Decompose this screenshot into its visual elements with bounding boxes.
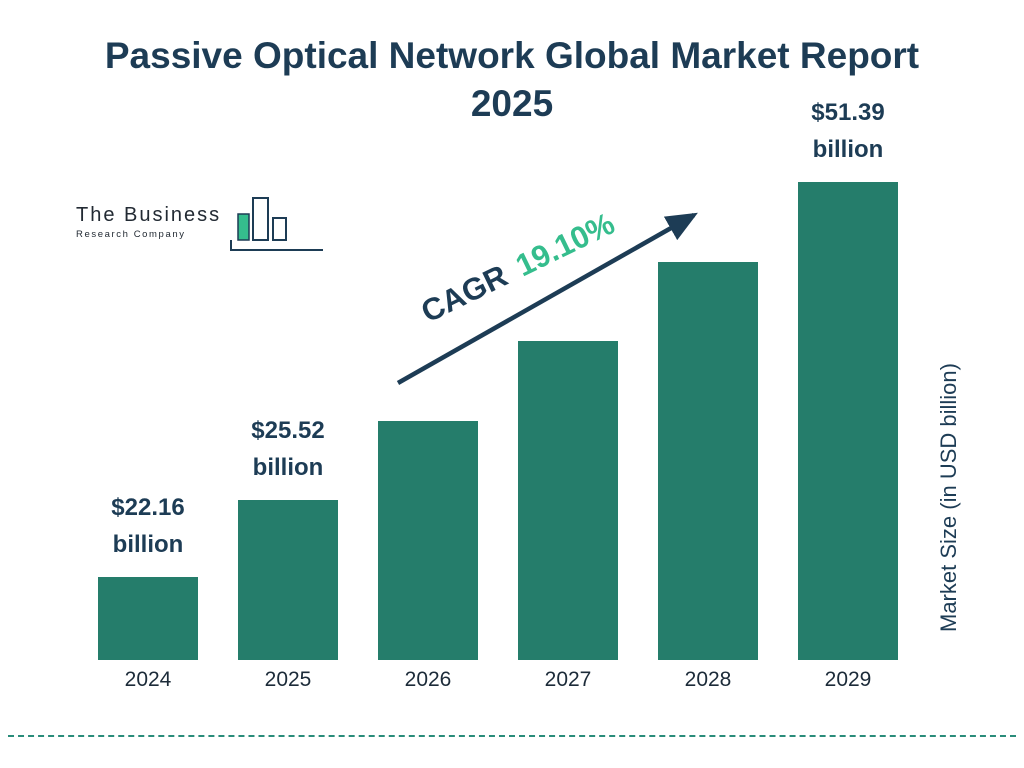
x-tick-2028: 2028	[684, 668, 732, 691]
logo: The Business Research Company	[76, 196, 325, 258]
page-title: Passive Optical Network Global Market Re…	[104, 35, 920, 124]
bar-2027	[518, 341, 618, 660]
logo-line1: The Business	[76, 204, 222, 226]
bar-2028	[658, 262, 758, 660]
bar-2024	[98, 577, 198, 660]
logo-text: The Business Research Company	[76, 204, 221, 240]
bar-2026	[378, 421, 478, 660]
bottom-dashed-divider	[8, 735, 1016, 737]
logo-chart-icon	[230, 197, 324, 251]
y-axis-label: Market Size (in USD billion)	[936, 363, 961, 632]
value-label-2024: $22.16 billion	[111, 494, 185, 558]
bar-2029	[798, 182, 898, 660]
x-tick-2026: 2026	[404, 668, 452, 691]
x-tick-2025: 2025	[264, 668, 312, 691]
logo-line2: Research Company	[76, 229, 186, 240]
bar-2025	[238, 500, 338, 660]
x-tick-2029: 2029	[824, 668, 872, 691]
value-label-2025: $25.52 billion	[251, 417, 325, 481]
value-label-2029: $51.39 billion	[811, 99, 885, 163]
x-tick-2027: 2027	[544, 668, 592, 691]
x-tick-2024: 2024	[124, 668, 172, 691]
